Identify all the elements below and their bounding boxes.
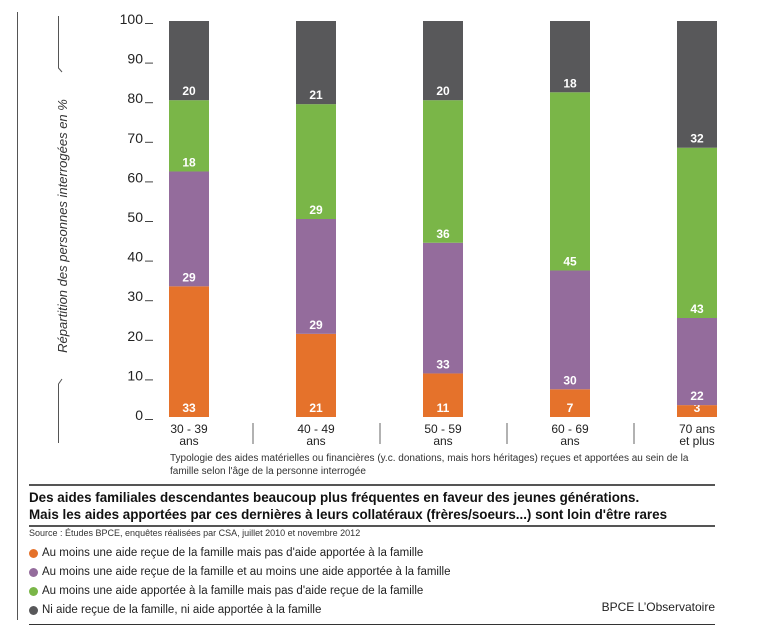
y-axis: 0 10 20 30 40 50 60 70 80 90 100: [120, 11, 153, 423]
bar-value-label: 43: [690, 302, 704, 316]
bar-segment: [169, 21, 209, 101]
y-tick-label: 60: [127, 169, 143, 185]
bar-segment: [169, 171, 209, 287]
bar-segment: [550, 92, 590, 271]
frame-left-border: [17, 12, 18, 620]
bar-value-label: 20: [182, 84, 196, 98]
legend-label: Au moins une aide reçue de la famille et…: [42, 566, 451, 578]
x-category-label: 30 - 39: [170, 422, 208, 436]
y-tick-label: 30: [127, 288, 143, 304]
bar-segment: [550, 21, 590, 93]
bar-value-label: 45: [563, 254, 577, 268]
bar-value-label: 33: [182, 401, 196, 415]
bar-segment: [296, 21, 336, 105]
bar-value-label: 30: [563, 373, 577, 387]
chart-subtitle: Mais les aides apportées par ces dernièr…: [29, 507, 668, 522]
bar-value-label: 33: [436, 357, 450, 371]
bar-value-label: 21: [309, 88, 323, 102]
bar-segment: [677, 147, 717, 318]
bar-segment: [423, 242, 463, 374]
y-tick-label: 90: [127, 51, 143, 67]
bar-value-label: 20: [436, 84, 450, 98]
y-tick-label: 10: [127, 367, 143, 383]
bar-value-label: 22: [690, 389, 704, 403]
x-category-label: 60 - 69: [551, 422, 589, 436]
x-category-label-line2: ans: [433, 434, 452, 448]
y-tick-label: 80: [127, 90, 143, 106]
x-category-label: 40 - 49: [297, 422, 335, 436]
bar-value-label: 18: [563, 76, 577, 90]
bar-value-label: 36: [436, 227, 450, 241]
bar-value-label: 29: [182, 270, 196, 284]
bar-segment: [169, 286, 209, 417]
bar-value-label: 18: [182, 155, 196, 169]
chart-title-block: Des aides familiales descendantes beauco…: [29, 484, 715, 527]
bar-segment: [677, 21, 717, 148]
bar-value-label: 29: [309, 203, 323, 217]
footer-brand: BPCE L’Observatoire: [601, 600, 715, 614]
x-category-label-line2: ans: [179, 434, 198, 448]
x-axis-caption: Typologie des aides matérielles ou finan…: [170, 453, 689, 477]
bar-value-label: 29: [309, 318, 323, 332]
legend: Au moins une aide reçue de la famille ma…: [29, 544, 715, 625]
legend-item: Au moins une aide reçue de la famille et…: [29, 563, 715, 582]
legend-item: Ni aide reçue de la famille, ni aide app…: [29, 601, 715, 620]
legend-label: Au moins une aide apportée à la famille …: [42, 585, 424, 597]
y-tick-label: 70: [127, 130, 143, 146]
x-category-label-line2: et plus: [679, 434, 714, 448]
y-tick-label: 20: [127, 328, 143, 344]
bars: 33 29 18 20 21 29 29 21 11 33 36 20 7 30 45 18 322 43 32: [169, 21, 717, 417]
bar-segment: [423, 100, 463, 243]
legend-dot-green-icon: [29, 587, 38, 596]
bar-segment: [677, 318, 717, 406]
bar-segment: [296, 104, 336, 219]
x-category-label: 70 ans: [679, 422, 715, 436]
bar-value-label: 21: [309, 401, 323, 415]
x-category-label-line2: ans: [306, 434, 325, 448]
bar-segment: [423, 373, 463, 417]
x-category-label: 50 - 59: [424, 422, 462, 436]
y-axis-title-group: Répartition des personnes interrogées en…: [55, 16, 70, 443]
bar-segment: [169, 100, 209, 172]
y-title-bracket-top: [58, 16, 63, 73]
bar-segment: [296, 219, 336, 334]
legend-dot-purple-icon: [29, 568, 38, 577]
y-title-bracket-bottom: [58, 378, 63, 443]
y-tick-label: 100: [120, 11, 144, 27]
stacked-bar-chart: 0 10 20 30 40 50 60 70 80 90 100 33 29 18 20 21 29 29 21 1…: [55, 11, 717, 448]
bar-segment: [677, 405, 717, 417]
legend-dot-orange-icon: [29, 549, 38, 558]
y-tick-label: 40: [127, 249, 143, 265]
y-tick-label: 50: [127, 209, 143, 225]
bar-segment: [423, 21, 463, 101]
bar-value-label: 11: [437, 401, 450, 415]
bar-value-label: 3: [694, 401, 701, 415]
y-axis-title: Répartition des personnes interrogées en…: [55, 99, 70, 353]
y-tick-label: 0: [135, 407, 143, 423]
bar-segment: [550, 389, 590, 417]
source-note: Source : Études BPCE, enquêtes réalisées…: [29, 528, 361, 538]
legend-item: Au moins une aide apportée à la famille …: [29, 582, 715, 601]
legend-label: Ni aide reçue de la famille, ni aide app…: [42, 604, 322, 616]
bar-value-label: 7: [567, 401, 574, 415]
legend-label: Au moins une aide reçue de la famille ma…: [42, 547, 424, 559]
legend-dot-gray-icon: [29, 606, 38, 615]
bar-segment: [296, 333, 336, 417]
bar-value-label: 32: [690, 132, 704, 146]
legend-item: Au moins une aide reçue de la famille ma…: [29, 544, 715, 563]
x-category-label-line2: ans: [560, 434, 579, 448]
chart-title: Des aides familiales descendantes beauco…: [29, 490, 640, 505]
bar-segment: [550, 270, 590, 390]
